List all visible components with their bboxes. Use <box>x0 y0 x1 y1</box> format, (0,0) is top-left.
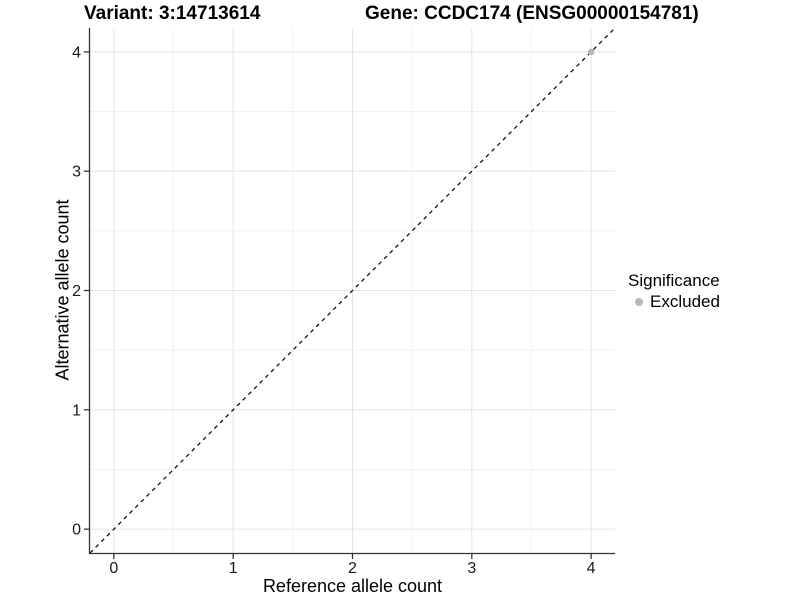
y-tick-label: 3 <box>72 164 81 181</box>
plot-title-variant: Variant: 3:14713614 <box>84 3 261 24</box>
excluded-point-icon <box>635 298 643 306</box>
legend-key <box>630 293 648 311</box>
x-tick-label: 4 <box>587 560 596 577</box>
x-tick-label: 1 <box>229 560 238 577</box>
plot-title-gene: Gene: CCDC174 (ENSG00000154781) <box>365 3 699 24</box>
y-tick-label: 0 <box>72 522 81 539</box>
legend-item-excluded: Excluded <box>628 292 720 312</box>
data-point <box>587 48 595 56</box>
x-axis-title: Reference allele count <box>262 576 443 596</box>
y-tick-label: 1 <box>72 402 81 419</box>
identity-reference-line <box>89 27 616 554</box>
y-tick-label: 4 <box>72 44 81 61</box>
x-tick-label: 0 <box>109 560 118 577</box>
y-tick-label: 2 <box>72 283 81 300</box>
legend-title: Significance <box>628 271 720 290</box>
x-tick-label: 3 <box>467 560 476 577</box>
x-tick-label: 2 <box>348 560 357 577</box>
legend-item-label: Excluded <box>650 292 720 311</box>
legend: Significance Excluded <box>628 270 720 312</box>
y-axis-title: Alternative allele count <box>52 199 73 381</box>
